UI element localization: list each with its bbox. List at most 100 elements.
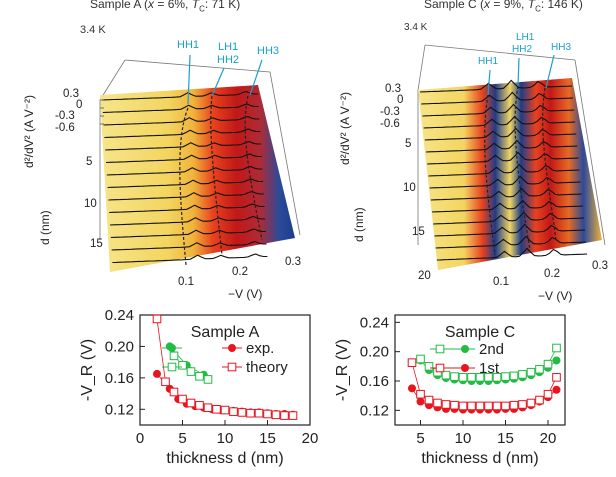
trace-line bbox=[103, 115, 260, 126]
data-point bbox=[492, 401, 502, 411]
x-tick-label: 15 bbox=[259, 430, 276, 447]
panel-a-v-tick: 0.3 bbox=[285, 256, 301, 268]
legend-marker bbox=[461, 364, 469, 372]
data-point bbox=[441, 400, 451, 409]
x-tick-label: 20 bbox=[540, 430, 557, 447]
panel-c-d-tick: 5 bbox=[405, 138, 412, 150]
trace-line bbox=[111, 240, 267, 251]
panel-c-peak-lh1: LH1 bbox=[516, 32, 535, 43]
y-tick-label: 0.12 bbox=[360, 402, 389, 419]
panel-c-surface bbox=[417, 44, 606, 270]
data-point bbox=[408, 384, 416, 393]
data-point bbox=[220, 405, 230, 415]
y-tick-label: 0.20 bbox=[360, 344, 389, 361]
panel-a-d-tick: 5 bbox=[86, 156, 93, 168]
panel-a-d-label: d (nm) bbox=[38, 210, 52, 245]
legend-label: exp. bbox=[246, 340, 274, 357]
trace-line bbox=[428, 163, 580, 177]
legend-label: 1st bbox=[479, 360, 500, 377]
title-var: T bbox=[527, 0, 536, 11]
data-point bbox=[271, 410, 281, 420]
panel-c-d-tick: 15 bbox=[412, 226, 425, 238]
data-point bbox=[254, 408, 264, 418]
panel-c-v-tick: 0.3 bbox=[592, 260, 608, 272]
trace-line bbox=[104, 128, 261, 139]
panel-c-title: Sample C (x = 9%, TC: 146 K) bbox=[424, 0, 583, 13]
data-point bbox=[552, 343, 561, 353]
peak-arrows bbox=[187, 54, 263, 105]
trace-line bbox=[106, 165, 263, 176]
peak-arrows bbox=[487, 54, 555, 96]
trace-lines bbox=[101, 90, 268, 264]
y-axis-label: -V_R (V) bbox=[79, 339, 96, 401]
panel-a-surface bbox=[99, 54, 301, 272]
data-point bbox=[229, 407, 238, 416]
data-point bbox=[535, 395, 544, 405]
data-point bbox=[263, 409, 272, 419]
panel-c-temperature: 3.4 K bbox=[404, 22, 428, 33]
data-point bbox=[169, 387, 179, 397]
x-tick-label: 10 bbox=[217, 430, 234, 447]
legend-label: theory bbox=[246, 359, 288, 376]
panel-c-d-label: d (nm) bbox=[352, 207, 366, 242]
chart-title: Sample A bbox=[191, 324, 260, 341]
title-var: x bbox=[484, 0, 491, 11]
y-tick-label: 0.20 bbox=[105, 338, 134, 355]
chart-title: Sample C bbox=[445, 324, 515, 341]
trace-line bbox=[107, 178, 263, 189]
data-point bbox=[195, 401, 204, 410]
data-point bbox=[458, 373, 468, 382]
panel-a-z-tick: 0 bbox=[76, 99, 83, 111]
data-point bbox=[424, 362, 434, 371]
trace-line bbox=[422, 103, 575, 117]
data-point bbox=[186, 398, 196, 408]
trace-line bbox=[429, 175, 581, 189]
data-point bbox=[526, 398, 536, 408]
data-point bbox=[552, 385, 561, 394]
panel-a-peak-hh1: HH1 bbox=[177, 39, 200, 51]
surface-fill bbox=[418, 78, 602, 270]
x-axis-label: thickness d (nm) bbox=[421, 450, 538, 467]
y-tick-label: 0.12 bbox=[105, 401, 134, 418]
trace-line bbox=[421, 91, 574, 105]
peak-guides bbox=[484, 85, 557, 256]
data-point bbox=[237, 408, 247, 417]
trace-line bbox=[109, 203, 265, 214]
legend-marker bbox=[168, 344, 176, 352]
data-point bbox=[501, 372, 510, 381]
title-sub: C bbox=[535, 4, 541, 14]
panel-c-peak-hh2: HH2 bbox=[512, 44, 533, 55]
legend-marker bbox=[228, 344, 236, 352]
x-tick-label: 15 bbox=[497, 430, 514, 447]
data-point bbox=[458, 401, 468, 411]
data-point bbox=[416, 354, 425, 364]
y-tick-label: 0.24 bbox=[105, 307, 134, 324]
data-point bbox=[203, 403, 213, 413]
data-point bbox=[416, 397, 425, 406]
data-point bbox=[424, 395, 434, 405]
data-point bbox=[543, 389, 553, 399]
data-point bbox=[484, 373, 493, 382]
data-point bbox=[195, 371, 204, 381]
trace-lines bbox=[419, 79, 588, 261]
y-tick-label: 0.16 bbox=[105, 370, 134, 387]
y-axis-label: -V_R (V) bbox=[334, 339, 351, 401]
legend-marker bbox=[435, 363, 445, 373]
plot-frame bbox=[394, 314, 566, 426]
x-tick-label: 5 bbox=[178, 430, 186, 447]
panel-a-z-label: d²/dV² (A V⁻²) bbox=[22, 94, 36, 168]
data-point bbox=[518, 370, 527, 379]
data-point bbox=[433, 398, 442, 408]
trace-line bbox=[431, 199, 583, 213]
panel-c-z-tick: 0.3 bbox=[385, 83, 401, 95]
x-tick-label: 10 bbox=[455, 430, 472, 447]
data-point bbox=[543, 359, 553, 369]
panel-c-v-tick: 0.1 bbox=[493, 276, 509, 288]
title-var: T bbox=[191, 0, 200, 11]
data-point bbox=[416, 389, 425, 399]
trace-line bbox=[427, 151, 579, 165]
data-point bbox=[475, 373, 485, 382]
data-point bbox=[450, 400, 459, 410]
x-tick-label: 20 bbox=[302, 430, 319, 447]
trace-line bbox=[423, 115, 576, 129]
